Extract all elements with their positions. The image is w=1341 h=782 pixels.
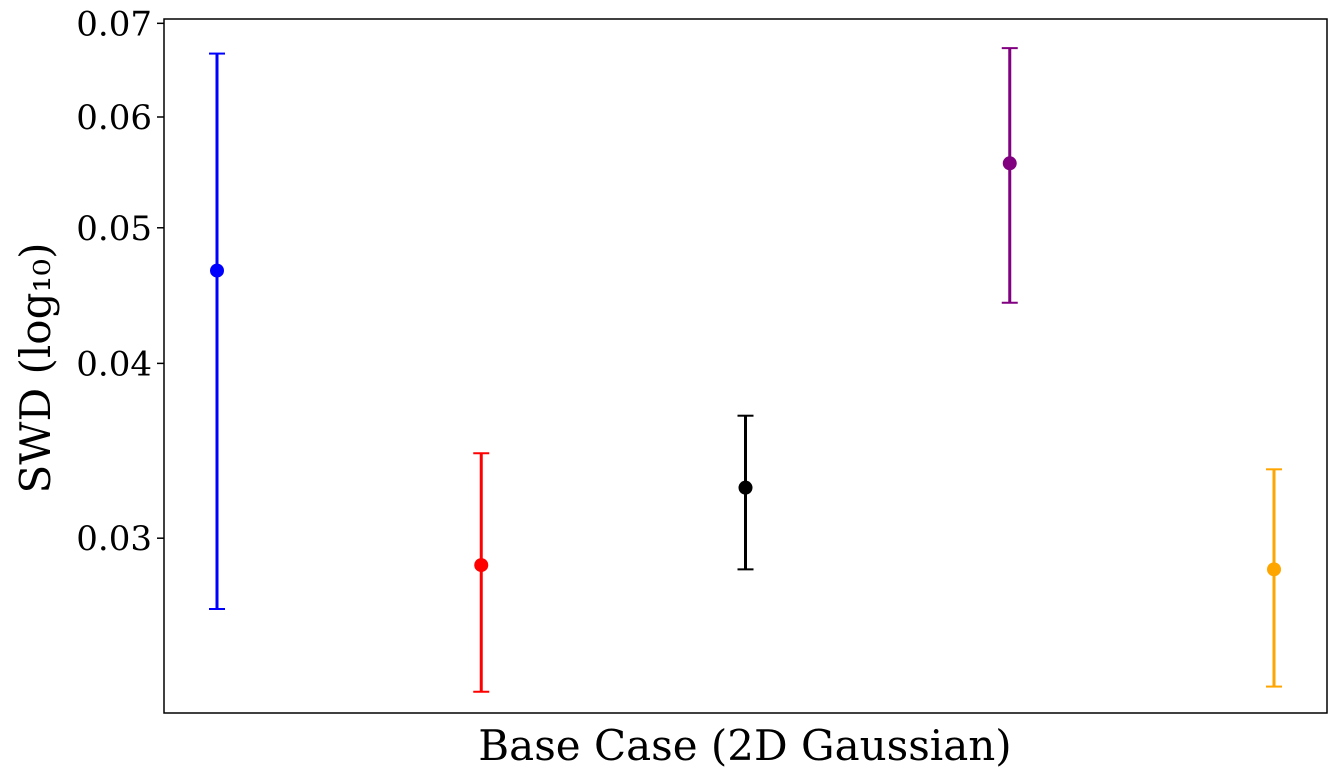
y-axis-label: SWD (log₁₀) [11,242,60,493]
error-bar-point [209,52,225,611]
data-point [1267,562,1281,577]
error-bar-point [1266,468,1282,688]
data-point [210,263,224,278]
y-axis-ticks: 0.03 0.04 0.05 0.06 0.07 [76,4,164,559]
data-point [738,480,753,495]
x-axis-label: Base Case (2D Gaussian) [478,721,1011,770]
y-tick-label: 0.03 [76,519,152,559]
plot-area [163,18,1328,714]
y-tick-label: 0.05 [76,209,152,249]
y-tick-label: 0.07 [76,4,152,44]
y-tick-label: 0.06 [76,98,152,138]
error-bar-point [1001,47,1018,304]
data-point [474,558,489,573]
error-bar-point [737,414,754,571]
data-point [1002,156,1017,171]
error-bar-point [473,452,490,693]
y-tick-label: 0.04 [76,344,152,384]
data-marks [209,47,1282,693]
